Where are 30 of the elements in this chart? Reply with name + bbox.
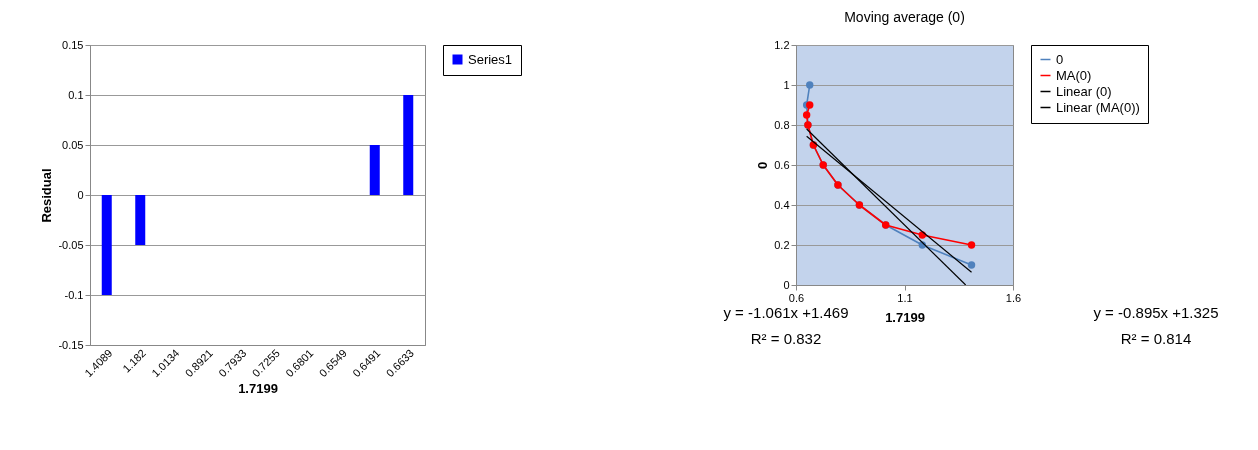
y-tick-label: 0 bbox=[783, 278, 790, 291]
x-tick-label: 1.1 bbox=[897, 291, 913, 304]
y-tick-label: 0.05 bbox=[62, 138, 84, 151]
y-tick-label: 0.15 bbox=[62, 38, 84, 51]
legend-label: MA(0) bbox=[1056, 67, 1092, 83]
y-tick-label: 0.6 bbox=[774, 158, 790, 171]
legend-label: 0 bbox=[1056, 51, 1064, 67]
text: y = -1.061x +1.469 bbox=[723, 304, 849, 321]
y-tick-label: 0.8 bbox=[774, 118, 790, 131]
x-axis-title: 1.7199 bbox=[885, 309, 925, 325]
y-tick-label: 0.1 bbox=[68, 88, 84, 101]
legend-label: Series1 bbox=[468, 51, 513, 67]
y-tick-label: 0 bbox=[77, 188, 84, 201]
legend-label: Linear (MA(0)) bbox=[1056, 99, 1140, 115]
y-tick-label: -0.05 bbox=[58, 238, 84, 251]
y-tick-label: 1.2 bbox=[774, 38, 790, 51]
y-tick-label: 0.4 bbox=[774, 198, 790, 211]
y-axis-title: Residual bbox=[39, 168, 55, 223]
legend-label: Linear (0) bbox=[1056, 83, 1112, 99]
x-axis-title: 1.7199 bbox=[238, 381, 278, 397]
text: y = -0.895x +1.325 bbox=[1093, 304, 1219, 321]
x-tick-label: 1.6 bbox=[1005, 291, 1022, 304]
text: R² = 0.814 bbox=[1120, 330, 1192, 347]
y-tick-label: 0.2 bbox=[774, 238, 790, 251]
text: R² = 0.832 bbox=[750, 330, 822, 347]
y-tick-label: -0.1 bbox=[64, 288, 84, 301]
chart-title: Moving average (0) bbox=[844, 9, 965, 25]
y-tick-label: -0.15 bbox=[58, 338, 84, 351]
y-axis-title: 0 bbox=[755, 161, 771, 170]
y-tick-label: 1 bbox=[783, 78, 790, 91]
